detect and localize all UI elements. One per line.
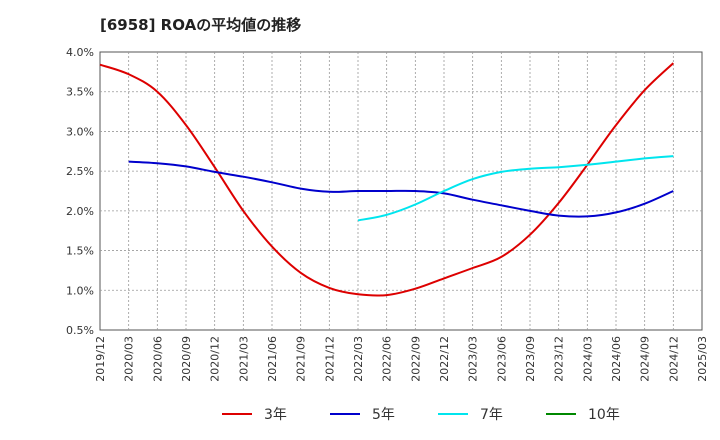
x-tick-label: 2024/06 xyxy=(610,336,623,382)
x-tick-label: 2021/09 xyxy=(295,336,308,382)
y-tick-label: 3.5% xyxy=(66,86,94,99)
series-line-0 xyxy=(99,62,674,297)
x-tick-label: 2020/12 xyxy=(209,336,222,382)
legend-label-2: 7年 xyxy=(480,407,503,423)
legend-label-0: 3年 xyxy=(264,407,287,423)
x-tick-label: 2021/03 xyxy=(237,336,250,382)
y-tick-label: 1.5% xyxy=(66,245,94,258)
x-tick-label: 2019/12 xyxy=(94,336,107,382)
x-tick-label: 2023/03 xyxy=(467,336,480,382)
x-tick-label: 2022/03 xyxy=(352,336,365,382)
y-tick-label: 3.0% xyxy=(66,125,94,138)
x-tick-label: 2020/06 xyxy=(151,336,164,382)
x-tick-label: 2022/06 xyxy=(381,336,394,382)
y-tick-label: 1.0% xyxy=(66,284,94,297)
x-tick-label: 2024/09 xyxy=(639,336,652,382)
y-tick-label: 4.0% xyxy=(66,46,94,59)
x-tick-label: 2025/03 xyxy=(696,336,709,382)
x-tick-label: 2022/09 xyxy=(409,336,422,382)
y-tick-label: 0.5% xyxy=(66,324,94,337)
y-tick-label: 2.0% xyxy=(66,205,94,218)
x-tick-label: 2022/12 xyxy=(438,336,451,382)
x-tick-label: 2020/09 xyxy=(180,336,193,382)
x-tick-label: 2023/09 xyxy=(524,336,537,382)
x-tick-label: 2024/12 xyxy=(667,336,680,382)
chart-title: [6958] ROAの平均値の推移 xyxy=(100,16,302,34)
legend-label-3: 10年 xyxy=(588,407,620,423)
series-line-2 xyxy=(357,155,674,222)
x-tick-label: 2023/06 xyxy=(495,336,508,382)
x-tick-label: 2021/06 xyxy=(266,336,279,382)
series-line-1 xyxy=(128,160,674,218)
y-tick-label: 2.5% xyxy=(66,165,94,178)
x-tick-label: 2021/12 xyxy=(323,336,336,382)
legend-label-1: 5年 xyxy=(372,407,395,423)
x-tick-label: 2023/12 xyxy=(553,336,566,382)
x-tick-label: 2024/03 xyxy=(581,336,594,382)
x-tick-label: 2020/03 xyxy=(123,336,136,382)
